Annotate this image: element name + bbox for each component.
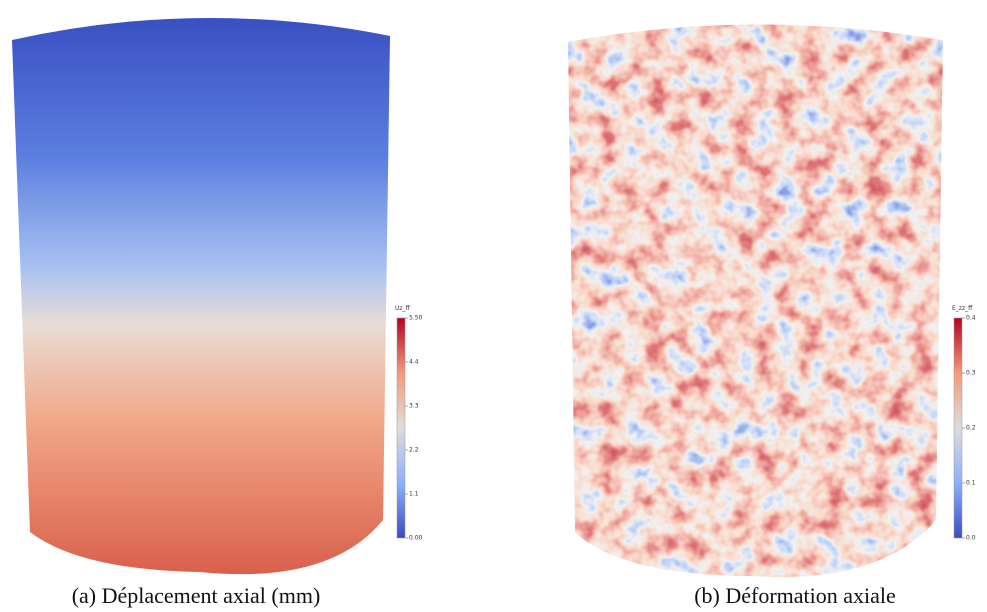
colorbar-tick-label: 2.2 — [409, 447, 419, 454]
colorbar-title: E_zz_ff — [952, 305, 973, 312]
caption: (a) Déplacement axial (mm) — [72, 583, 321, 608]
colorbar-tick-label: 0.4 — [966, 315, 976, 322]
colorbar-tick-label: 0.0 — [966, 535, 976, 542]
colorbar-tick-label: 0.00 — [409, 535, 423, 542]
colorbar-tick-label: 3.3 — [409, 403, 419, 410]
strain-field — [568, 24, 943, 578]
colorbar-tick-label: 4.4 — [409, 359, 419, 366]
colorbar-tick-label: 0.3 — [966, 370, 976, 377]
displacement-field — [12, 17, 390, 575]
colorbar-tick-label: 1.1 — [409, 491, 419, 498]
colorbar — [953, 317, 963, 539]
colorbar-tick-label: 0.1 — [966, 480, 976, 487]
colorbar-tick-label: 5.50 — [409, 315, 423, 322]
colorbar-tick-label: 0.2 — [966, 425, 976, 432]
colorbar — [396, 317, 406, 539]
colorbar-title: Uz_ff — [395, 305, 411, 312]
caption: (b) Déformation axiale — [694, 583, 896, 608]
